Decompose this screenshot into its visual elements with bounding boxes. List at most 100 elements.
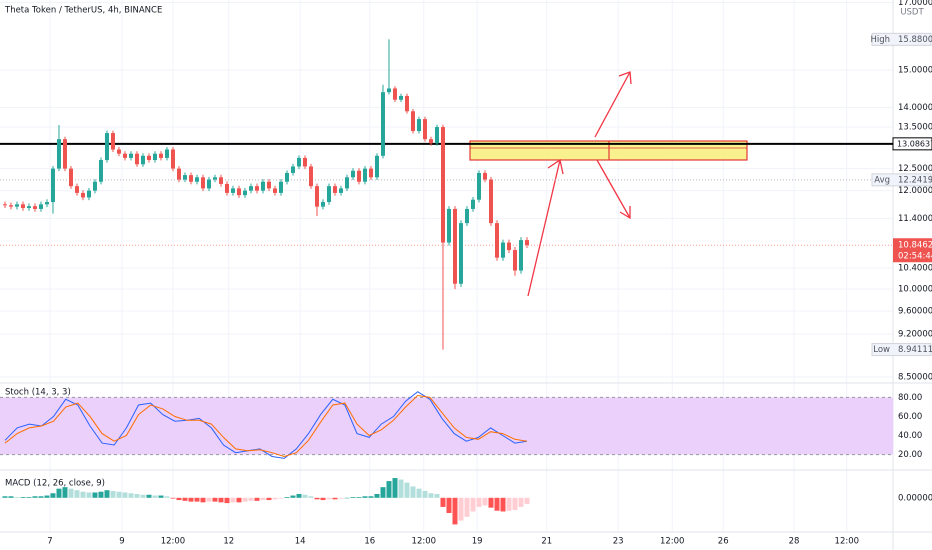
candle-body bbox=[272, 188, 277, 193]
last-price-box bbox=[893, 238, 932, 263]
candle-body bbox=[434, 127, 439, 144]
y-tick-label: 8.50000 bbox=[898, 372, 932, 382]
macd-bar bbox=[224, 497, 230, 504]
stoch-tick-label: 40.00 bbox=[898, 431, 922, 441]
stoch-line bbox=[4, 391, 528, 459]
macd-bar bbox=[302, 494, 308, 498]
candle-body bbox=[494, 223, 499, 258]
candle-body bbox=[512, 250, 517, 271]
macd-bar bbox=[38, 496, 44, 498]
macd-bar bbox=[488, 497, 494, 508]
candle-body bbox=[296, 157, 301, 167]
marker-box bbox=[871, 32, 932, 46]
macd-bar bbox=[146, 494, 152, 498]
arrow bbox=[596, 159, 631, 219]
candle-body bbox=[206, 179, 211, 189]
macd-tick-label: 0.00000 bbox=[898, 493, 932, 503]
candle-body bbox=[452, 208, 457, 284]
candle-body bbox=[194, 177, 199, 182]
candle-body bbox=[398, 95, 403, 100]
macd-bar bbox=[374, 494, 380, 498]
stoch-line bbox=[4, 394, 528, 458]
macd-bar bbox=[470, 497, 476, 512]
x-tick-label: 12:00 bbox=[660, 537, 685, 547]
hline-label: 13.08637 bbox=[897, 139, 932, 148]
x-tick-label: 21 bbox=[541, 537, 552, 547]
macd-bar bbox=[368, 496, 374, 498]
hline-box bbox=[892, 137, 932, 151]
candle-body bbox=[314, 186, 319, 207]
candle-body bbox=[218, 177, 223, 184]
candle-body bbox=[248, 186, 253, 191]
y-tick-label: 9.20000 bbox=[898, 330, 932, 340]
macd-bar bbox=[404, 482, 410, 498]
candle-body bbox=[422, 119, 427, 140]
macd-bar bbox=[242, 497, 248, 502]
macd-bar bbox=[386, 481, 392, 498]
candle-body bbox=[350, 170, 355, 178]
macd-bar bbox=[86, 492, 92, 498]
macd-bar bbox=[236, 497, 242, 503]
macd-bar bbox=[56, 488, 62, 498]
macd-bar bbox=[428, 493, 434, 498]
macd-bar bbox=[500, 497, 506, 512]
candle-body bbox=[38, 204, 43, 209]
candle-body bbox=[62, 139, 67, 169]
macd-bar bbox=[266, 497, 272, 501]
stoch-tick-label: 60.00 bbox=[898, 412, 922, 422]
marker-box bbox=[871, 173, 932, 187]
candle-body bbox=[104, 133, 109, 161]
marker-label: Avg bbox=[874, 175, 890, 185]
candle-body bbox=[230, 188, 235, 193]
candle-body bbox=[386, 88, 391, 93]
macd-bar bbox=[260, 497, 266, 501]
macd-bar bbox=[278, 497, 284, 499]
candle-body bbox=[74, 186, 79, 193]
macd-bar bbox=[320, 497, 326, 501]
macd-bar bbox=[482, 497, 488, 506]
macd-bar bbox=[338, 497, 344, 499]
candle-body bbox=[86, 190, 91, 198]
macd-bar bbox=[188, 497, 194, 502]
candle-body bbox=[80, 192, 85, 198]
candle-body bbox=[338, 188, 343, 193]
candle-body bbox=[2, 204, 7, 206]
y-tick-label: 12.00000 bbox=[898, 186, 932, 196]
marker-value: 8.94111 bbox=[898, 345, 932, 355]
macd-bar bbox=[518, 497, 524, 507]
arrows bbox=[527, 71, 632, 297]
candle-body bbox=[164, 149, 169, 158]
macd-bar bbox=[2, 496, 8, 498]
x-tick-label: 7 bbox=[47, 537, 52, 547]
arrow-head bbox=[619, 206, 631, 220]
macd-bar bbox=[380, 487, 386, 498]
arrow bbox=[527, 159, 561, 297]
macd-bar bbox=[170, 497, 176, 499]
candle-body bbox=[278, 181, 283, 193]
candle-body bbox=[212, 177, 217, 180]
candle-body bbox=[458, 223, 463, 284]
candle-body bbox=[500, 242, 505, 258]
stoch-band bbox=[0, 397, 893, 455]
macd-bar bbox=[434, 494, 440, 498]
candle-body bbox=[470, 199, 475, 209]
candle-body bbox=[224, 183, 229, 193]
macd-bar bbox=[158, 495, 164, 498]
macd-bar bbox=[344, 497, 350, 499]
candle-body bbox=[200, 177, 205, 189]
candle-body bbox=[44, 202, 49, 205]
macd-bar bbox=[134, 494, 140, 498]
candle-body bbox=[446, 208, 451, 243]
candle-body bbox=[242, 190, 247, 196]
arrow-head bbox=[547, 158, 564, 175]
macd-bar bbox=[44, 495, 50, 498]
macd-bar bbox=[506, 497, 512, 511]
macd-bar bbox=[8, 496, 14, 498]
arrow-head bbox=[618, 71, 632, 85]
arrow bbox=[594, 71, 631, 138]
y-tick-label: 12.50000 bbox=[898, 164, 932, 174]
candle-body bbox=[98, 160, 103, 182]
macd-bar bbox=[116, 491, 122, 498]
macd-bar bbox=[14, 497, 20, 498]
countdown-label: 02:54:44 bbox=[898, 252, 932, 262]
